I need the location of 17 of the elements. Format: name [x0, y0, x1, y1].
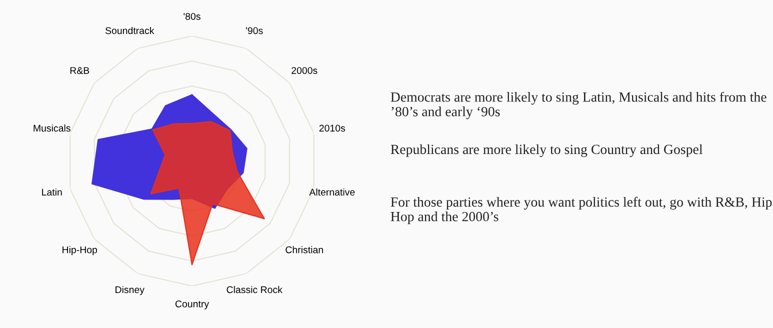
spoke-label: Musicals [34, 124, 70, 132]
spoke-label: Alternative [309, 188, 355, 196]
spoke-label: Disney [116, 286, 144, 296]
text: For those parties where you want politics left out, go with R&B, Hip Hop and the 2000’s [390, 196, 772, 224]
spoke-label: Soundtrack [105, 26, 154, 34]
spoke-label: Christian [286, 246, 323, 254]
spoke-label: Hip-Hop [62, 246, 98, 256]
spoke-label: 2010s [319, 124, 346, 132]
spoke-label: Latin [42, 188, 62, 196]
spoke-label: Country [175, 300, 210, 310]
spoke-label: R&B [70, 67, 90, 74]
text: Republicans are more likely to sing Country and Gospel [390, 144, 703, 157]
text: Democrats are more likely to sing Latin, Musicals and hits from the ’80’s and early ‘90s [390, 92, 766, 120]
spoke-label: '80s [184, 12, 200, 20]
spoke-label: 2000s [292, 67, 318, 74]
spoke-label: '90s [246, 27, 263, 34]
spoke-label: Classic Rock [226, 286, 282, 294]
